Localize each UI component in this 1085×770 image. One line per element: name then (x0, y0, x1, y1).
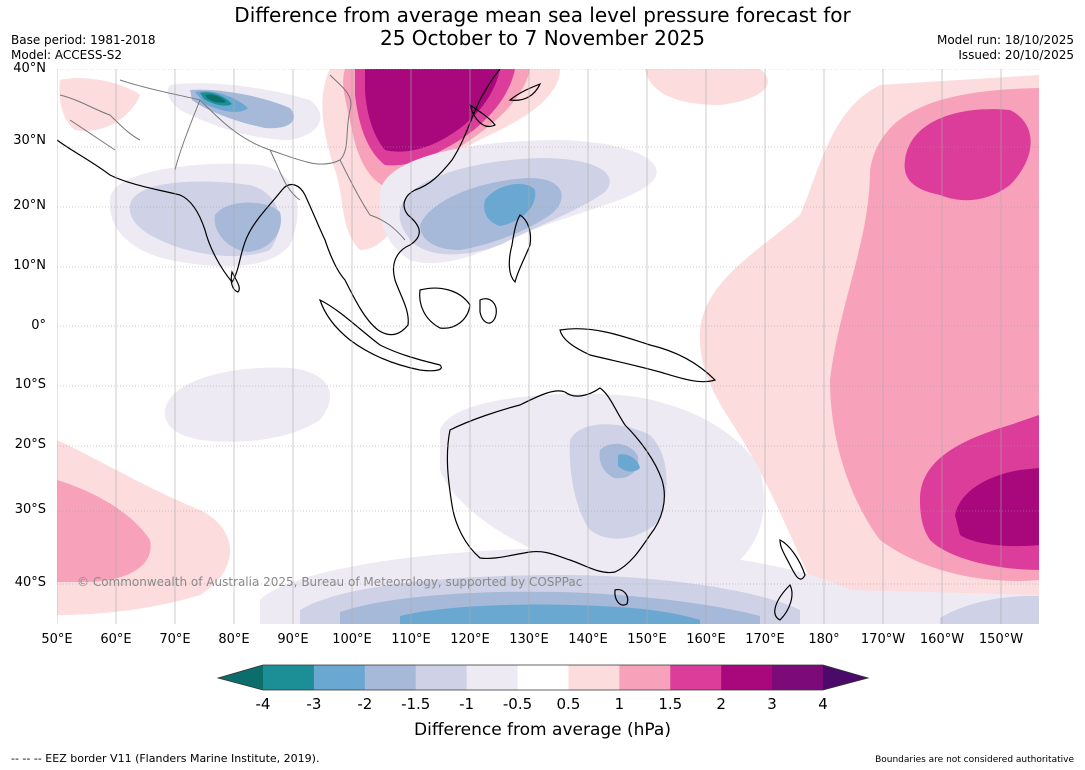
colorbar-tick-label: 1 (614, 695, 625, 713)
colorbar-cell (772, 665, 824, 690)
colorbar-tick-label: -1.5 (401, 695, 431, 713)
colorbar-tick-label: 1.5 (658, 695, 683, 713)
lon-label: 150°E (627, 632, 667, 647)
lat-label: 30°N (13, 133, 46, 148)
lon-label: 150°W (978, 632, 1024, 647)
colorbar-tick-label: 4 (818, 695, 828, 713)
colorbar-cell (568, 665, 620, 690)
coast-borneo (419, 287, 471, 329)
lon-label: 50°E (41, 632, 73, 647)
coast-philippines (508, 214, 532, 284)
coast-south-asia (57, 139, 379, 331)
colorbar-tick-label: -0.5 (502, 695, 533, 713)
coast-australia (446, 387, 665, 574)
colorbar-extend-high (823, 665, 868, 690)
colorbar-label: Difference from average (hPa) (414, 720, 671, 740)
colorbar-tick-label: -3 (306, 695, 322, 713)
colorbar-tick-label: -4 (255, 695, 271, 713)
title-line-2: 25 October to 7 November 2025 (379, 26, 706, 50)
lat-label: 20°N (13, 198, 46, 213)
lon-label: 180° (808, 632, 840, 647)
lon-label: 140°E (568, 632, 608, 647)
colorbar-tick-label: 3 (767, 695, 777, 713)
colorbar-cell (364, 665, 417, 690)
coast-new-guinea (559, 328, 717, 383)
colorbar-cell (313, 665, 366, 690)
colorbar (216, 664, 870, 691)
colorbar-tick-label: -2 (357, 695, 373, 713)
lon-label: 130°E (509, 632, 549, 647)
colorbar-cell (415, 665, 468, 690)
coast-sumatra-java (318, 298, 442, 372)
lat-label: 40°S (14, 575, 46, 590)
colorbar-tick-label: -1 (459, 695, 475, 713)
coast-east-asia (377, 69, 501, 336)
lat-label: 40°N (13, 61, 46, 76)
meta-right: Model run: 18/10/2025 Issued: 20/10/2025 (937, 33, 1074, 63)
model-run: Model run: 18/10/2025 (936, 33, 1074, 47)
base-period: Base period: 1981-2018 (11, 33, 156, 47)
lon-label: 60°E (100, 632, 132, 647)
colorbar-cell (721, 665, 773, 690)
lon-label: 120°E (450, 632, 490, 647)
colorbar-cell (517, 665, 569, 690)
colorbar-cell (670, 665, 722, 690)
coast-new-zealand (774, 539, 806, 621)
lat-label: 30°S (14, 502, 46, 517)
lat-label: 10°S (14, 377, 46, 392)
copyright-notice: © Commonwealth of Australia 2025, Bureau… (77, 575, 583, 589)
colorbar-tick-label: 0.5 (556, 695, 581, 713)
issued-date: Issued: 20/10/2025 (958, 48, 1074, 62)
colorbar-tick-label: 2 (716, 695, 726, 713)
title-line-1: Difference from average mean sea level p… (234, 3, 851, 27)
coast-japan-korea (468, 82, 542, 127)
lon-label: 160°W (919, 632, 965, 647)
colorbar-extend-low (218, 665, 263, 690)
coast-tasmania (614, 589, 629, 606)
eez-border-note: -- -- -- EEZ border V11 (Flanders Marine… (11, 752, 320, 765)
lon-label: 70°E (159, 632, 191, 647)
positive-anomaly-indian-ocean (57, 440, 230, 615)
colorbar-outline (216, 664, 870, 691)
map-title: Difference from average mean sea level p… (0, 4, 1085, 50)
meridians (57, 69, 1002, 624)
lon-label: 110°E (391, 632, 431, 647)
colorbar-cell (263, 665, 315, 690)
lon-label: 160°E (686, 632, 726, 647)
country-borders (59, 74, 406, 241)
lon-label: 80°E (218, 632, 250, 647)
lat-label: 0° (31, 318, 46, 333)
boundaries-disclaimer: Boundaries are not considered authoritat… (875, 755, 1074, 765)
colorbar-cell (466, 665, 519, 690)
negative-anomaly-fields (109, 83, 1039, 624)
lon-label: 170°E (745, 632, 785, 647)
colorbar-cell (619, 665, 671, 690)
model-name: Model: ACCESS-S2 (11, 48, 123, 62)
lat-label: 10°N (13, 258, 46, 273)
coastlines (57, 69, 806, 621)
lat-label: 20°S (14, 437, 46, 452)
lon-label: 90°E (277, 632, 309, 647)
coast-sri-lanka (230, 270, 240, 293)
meta-left: Base period: 1981-2018 Model: ACCESS-S2 (11, 33, 156, 63)
lon-label: 170°W (860, 632, 906, 647)
positive-anomaly-pacific (699, 75, 1039, 624)
lon-label: 100°E (332, 632, 372, 647)
coast-sulawesi (479, 298, 497, 324)
